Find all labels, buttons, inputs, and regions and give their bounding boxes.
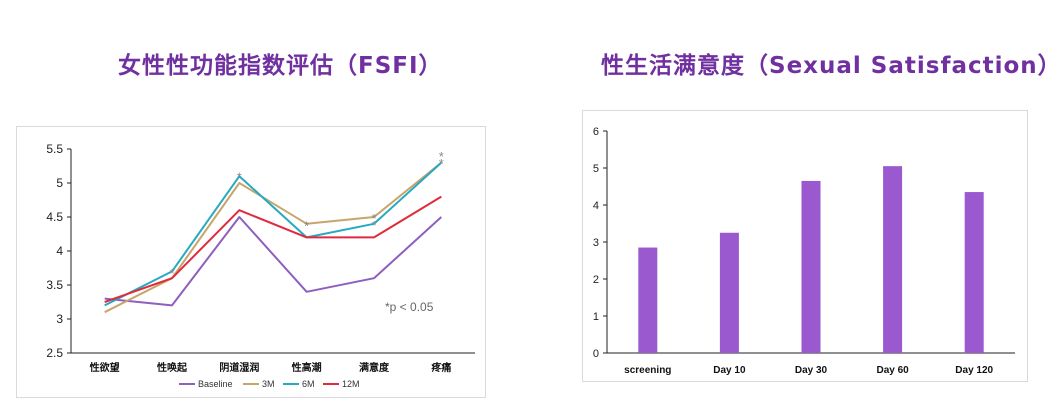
- satisfaction-chart-panel: 0 1 2 3 4 5 6 screening Day 10 Day 30 Day 60 Day 12…: [582, 110, 1028, 382]
- y-tick-label: 1: [593, 311, 599, 323]
- series-line-3m: [104, 161, 442, 314]
- significance-marker: *: [439, 149, 444, 164]
- x-category-label: screening: [624, 365, 671, 376]
- significance-marker: *: [169, 266, 174, 281]
- satisfaction-title: 性生活满意度（Sexual Satisfaction）: [601, 53, 1048, 79]
- bar-0: [638, 247, 658, 353]
- y-tick-label: 4: [593, 200, 599, 212]
- fsfi-chart-panel: 2.5 3 3.5 4 4.5 5 5.5 性欲望 性唤起 阴道湿润 性高潮 满意度 疼痛 * * * * * * *…: [16, 126, 486, 398]
- y-tick-label: 5.5: [46, 142, 63, 156]
- x-category-label: 满意度: [359, 361, 390, 374]
- legend-label: 6M: [302, 379, 315, 389]
- p-value-annotation: *p < 0.05: [385, 300, 434, 314]
- bar-4: [964, 192, 984, 353]
- legend-label: Baseline: [198, 379, 233, 389]
- x-category-label: 性高潮: [291, 361, 322, 374]
- x-category-label: 性唤起: [156, 361, 188, 374]
- y-tick-label: 4: [56, 244, 63, 258]
- y-tick-label: 4.5: [46, 210, 63, 224]
- satisfaction-bar-chart: 0 1 2 3 4 5 6 screening Day 10 Day 30 Day 60 Day 12…: [593, 126, 1015, 376]
- series-line-12m: [104, 195, 442, 303]
- legend-label: 3M: [262, 379, 275, 389]
- significance-marker: *: [371, 211, 376, 226]
- x-category-label: 疼痛: [431, 361, 451, 374]
- x-category-label: Day 30: [795, 365, 828, 376]
- series-line-6m: [104, 161, 443, 307]
- x-category-label: 性欲望: [89, 361, 120, 374]
- significance-marker: *: [371, 218, 376, 233]
- series-line-baseline: [104, 216, 443, 307]
- significance-marker: *: [304, 218, 309, 233]
- y-tick-label: 3.5: [46, 278, 63, 292]
- y-tick-label: 5: [56, 176, 63, 190]
- fsfi-title: 女性性功能指数评估（FSFI）: [118, 53, 443, 79]
- y-tick-label: 2.5: [46, 346, 63, 360]
- x-category-label: Day 60: [876, 365, 909, 376]
- significance-marker: *: [237, 169, 242, 184]
- y-tick-label: 2: [593, 274, 599, 286]
- y-tick-label: 3: [56, 312, 63, 326]
- y-tick-label: 5: [593, 163, 599, 175]
- y-tick-label: 0: [593, 348, 599, 360]
- x-category-label: 阴道湿润: [219, 361, 259, 374]
- significance-marker: *: [439, 156, 444, 171]
- x-category-label: Day 10: [713, 365, 746, 376]
- legend-label: 12M: [342, 379, 360, 389]
- bar-1: [719, 232, 739, 353]
- bar-2: [801, 180, 821, 353]
- bar-3: [883, 166, 903, 353]
- y-tick-label: 6: [593, 126, 599, 138]
- y-tick-label: 3: [593, 237, 599, 249]
- x-category-label: Day 120: [955, 365, 993, 376]
